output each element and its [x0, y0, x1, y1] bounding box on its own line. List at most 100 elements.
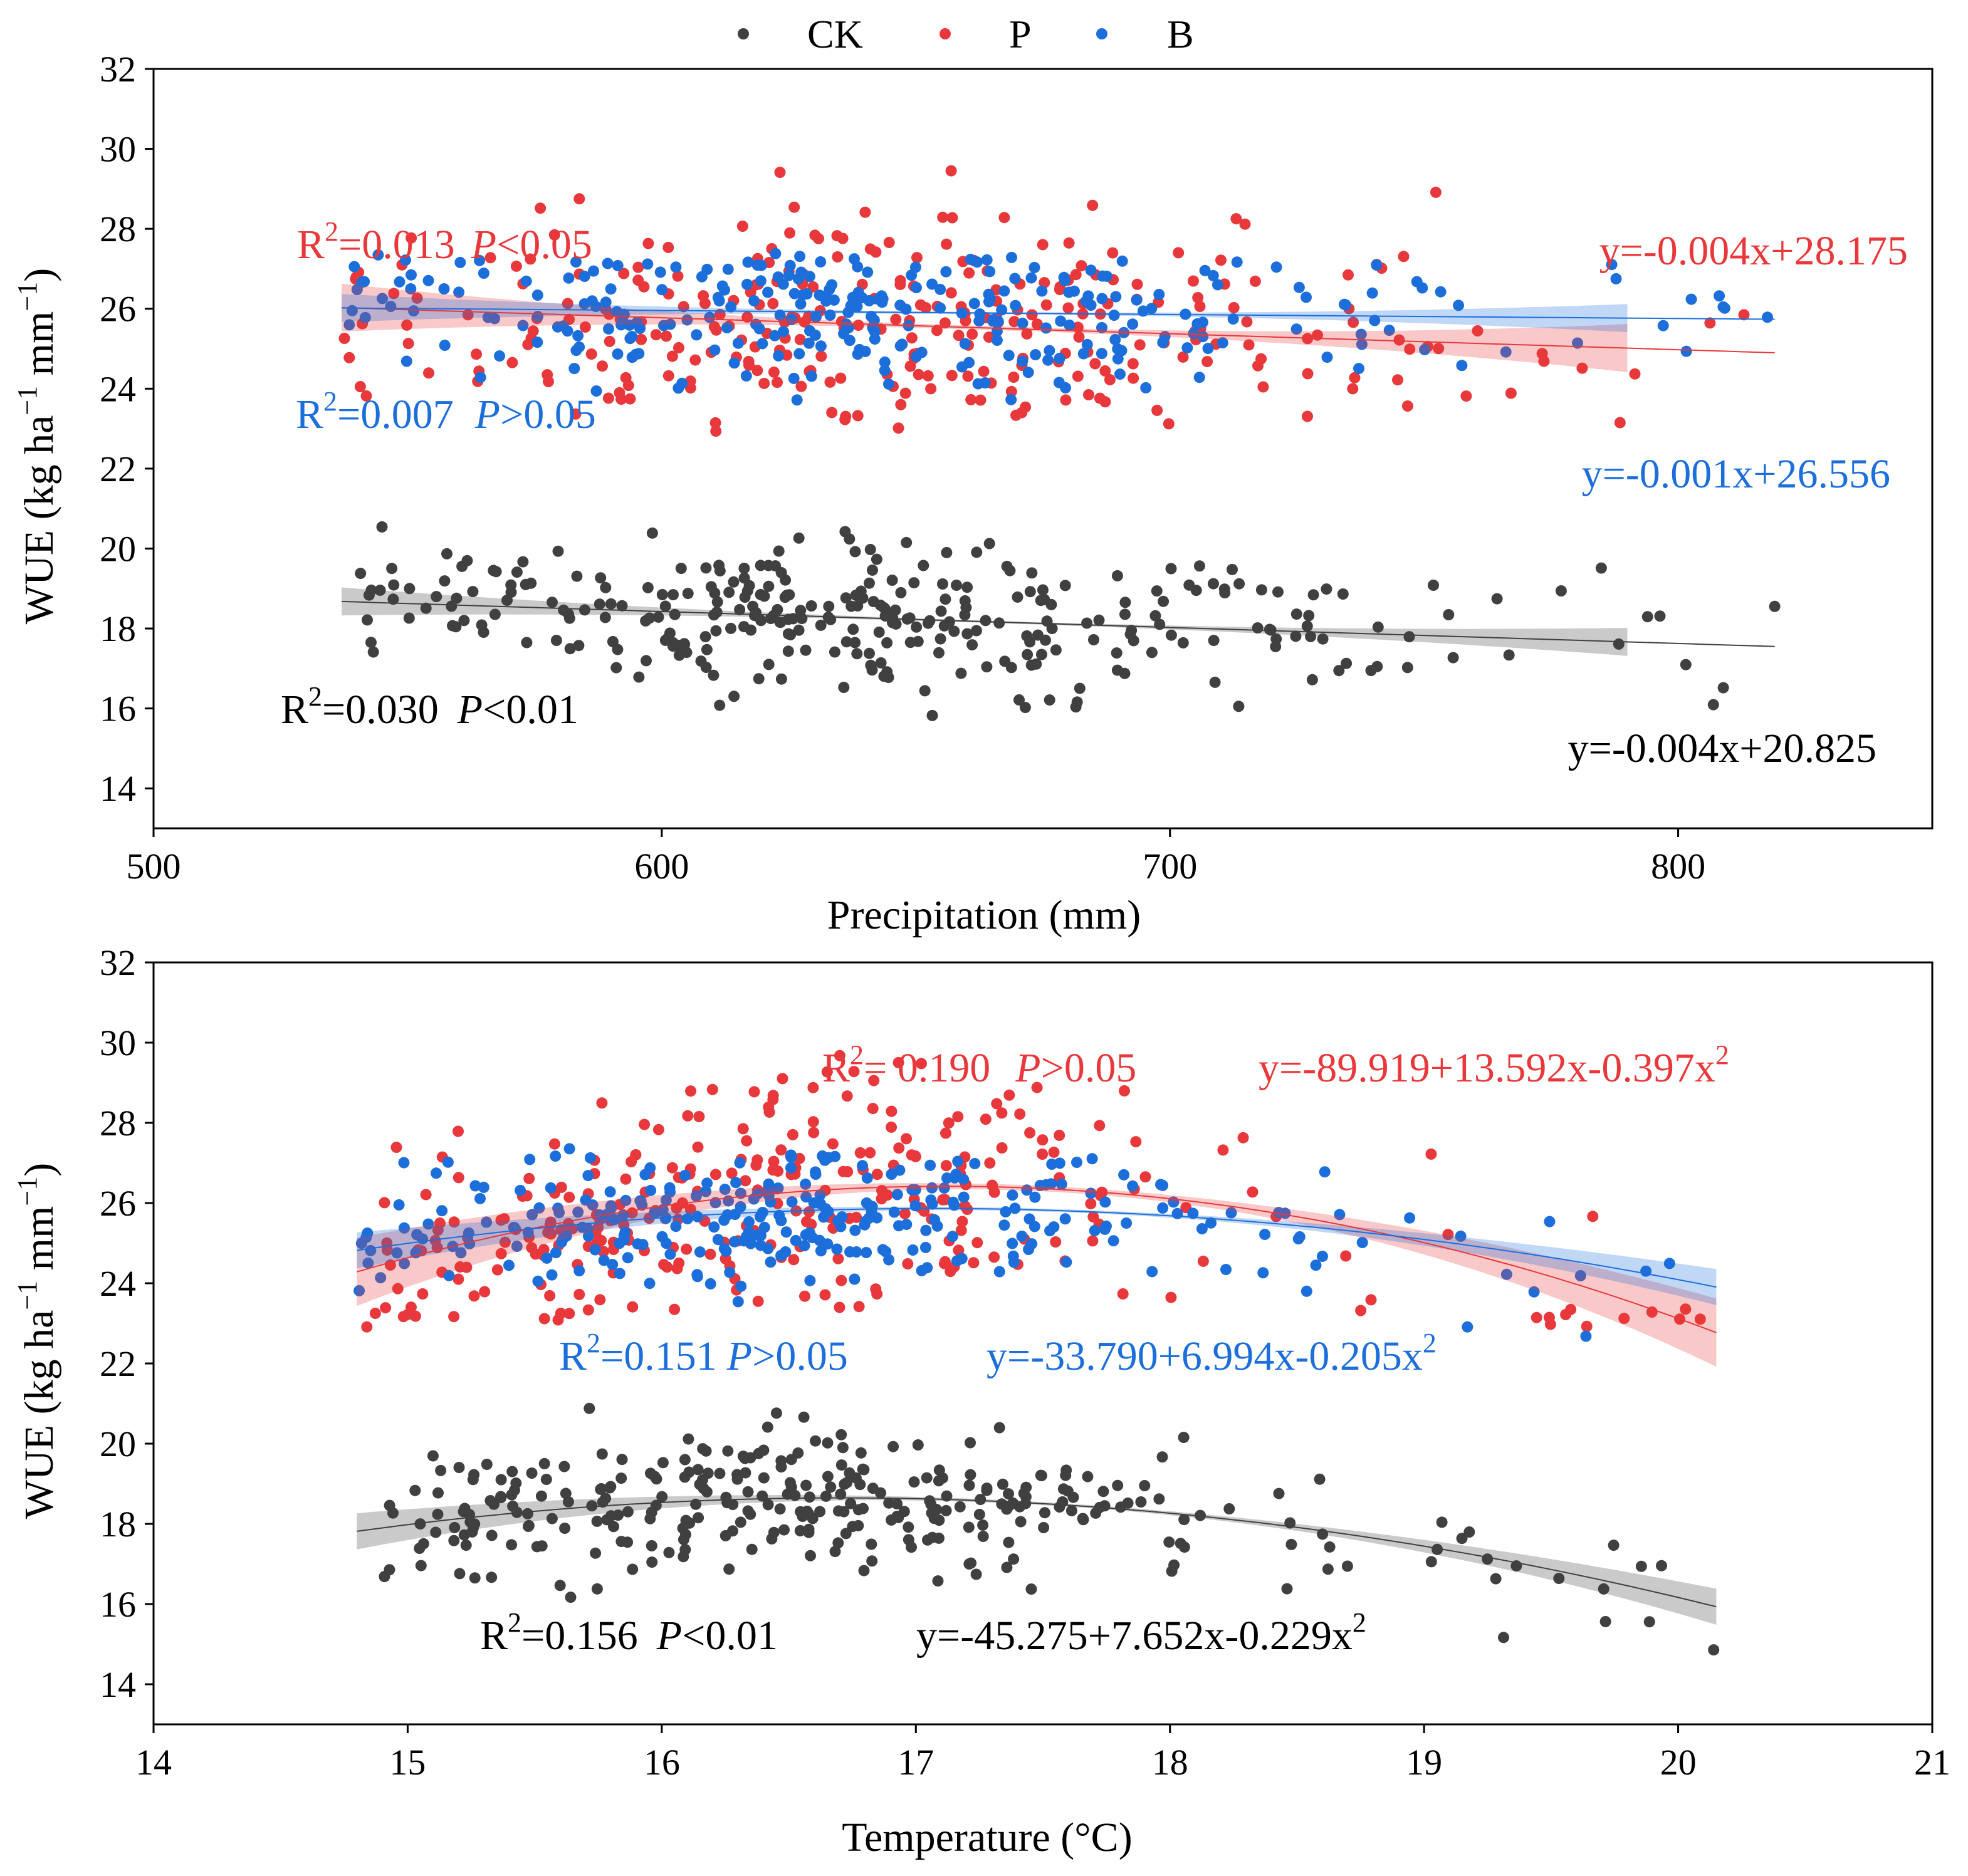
temperature-ck-point	[646, 1540, 657, 1551]
temperature-ck-point	[677, 1523, 689, 1534]
temperature-ck-point	[735, 1516, 746, 1528]
precipitation-ck-point	[441, 548, 453, 560]
temperature-b-point	[849, 1273, 861, 1285]
temperature-ck-point	[814, 1506, 826, 1518]
temperature-b-point	[1086, 1153, 1098, 1165]
temperature-ck-point	[940, 1504, 952, 1516]
precipitation-b-point	[422, 274, 434, 286]
temperature-p-point	[453, 1273, 464, 1285]
precipitation-p-point	[562, 298, 573, 310]
temperature-ck-point	[903, 1534, 914, 1546]
precipitation-b-point	[1096, 348, 1107, 360]
temperature-b-point	[755, 1239, 767, 1251]
precipitation-ck-point	[793, 624, 805, 636]
temperature-b-point	[1008, 1256, 1020, 1268]
precipitation-p-point	[965, 393, 977, 405]
precipitation-b-point	[586, 295, 598, 307]
precipitation-ck-point	[1025, 659, 1037, 671]
temperature-ck-point	[591, 1515, 603, 1527]
temperature-ck-point	[523, 1519, 535, 1531]
precipitation-b-point	[868, 315, 880, 326]
precipitation-ck-point	[714, 565, 726, 576]
temperature-b-point	[924, 1159, 936, 1171]
temperature-b-point	[941, 1172, 953, 1184]
precipitation-ck-point	[941, 546, 953, 558]
precipitation-ck-point	[1428, 580, 1439, 591]
temperature-p-point	[652, 1123, 664, 1135]
temperature-b-point	[803, 1227, 815, 1239]
temperature-p-point	[1085, 1198, 1097, 1209]
precipitation-ck-point	[376, 521, 388, 533]
precipitation-ck-point	[558, 604, 570, 616]
temperature-p-point	[420, 1189, 432, 1201]
temperature-b-point	[584, 1152, 596, 1164]
precipitation-p-point	[1008, 372, 1020, 383]
temperature-b-point	[751, 1188, 763, 1200]
temperature-p-point	[835, 1274, 847, 1286]
temperature-points	[353, 1050, 1720, 1656]
precipitation-ck-point	[1491, 593, 1503, 605]
temperature-p-point	[563, 1191, 575, 1203]
precipitation-ck-point	[839, 526, 851, 538]
temperature-p-point	[1217, 1144, 1229, 1156]
temperature-ck-point	[486, 1529, 498, 1541]
precipitation-b-point	[1131, 294, 1143, 306]
precipitation-ck-point	[875, 657, 887, 669]
precipitation-p-point	[1241, 316, 1253, 328]
precipitation-b-point	[940, 266, 952, 278]
precipitation-b-point	[478, 268, 489, 279]
precipitation-b-point	[959, 338, 971, 350]
temperature-b-point	[604, 1186, 616, 1198]
precipitation-b-point	[770, 248, 782, 259]
temperature-p-point	[671, 1202, 683, 1214]
precipitation-ck-point	[845, 600, 857, 612]
precipitation-p-point	[945, 165, 957, 177]
precipitation-p-point	[699, 298, 711, 310]
temperature-ck-point	[1643, 1616, 1655, 1628]
temperature-ck-point	[415, 1560, 427, 1571]
precipitation-p-point	[570, 408, 582, 420]
precipitation-b-point	[1606, 259, 1618, 271]
precipitation-b-point	[1199, 264, 1211, 276]
precipitation-p-point	[411, 292, 423, 304]
temperature-b-point	[786, 1196, 798, 1207]
precipitation-ck-point	[1070, 701, 1082, 713]
precipitation-b-point	[552, 321, 563, 333]
temperature-b-point	[701, 1177, 713, 1189]
precipitation-b-point	[1053, 377, 1065, 388]
precipitation-p-point	[758, 377, 770, 389]
precipitation-b-point	[1719, 302, 1730, 314]
precipitation-ck-point	[782, 645, 794, 657]
precipitation-b-point	[1054, 353, 1065, 364]
precipitation-b-point	[1017, 355, 1028, 367]
precipitation-b-point	[615, 319, 627, 331]
temperature-b-point	[832, 1215, 844, 1226]
temperature-b-point	[800, 1191, 812, 1203]
precipitation-p-fit-line	[341, 307, 1775, 353]
precipitation-ck-point	[701, 644, 713, 655]
precipitation-ck-point	[855, 585, 867, 597]
precipitation-b-point	[742, 256, 754, 268]
precipitation-b-point	[1340, 299, 1352, 311]
precipitation-b-point	[879, 365, 891, 377]
temperature-p-point	[945, 1266, 956, 1278]
temperature-b-point	[1101, 1220, 1112, 1232]
precipitation-ck-point	[673, 649, 685, 661]
precipitation-b-point	[1355, 328, 1367, 340]
precipitation-ck-point	[1321, 583, 1332, 595]
precipitation-ck-point	[1050, 644, 1062, 656]
precipitation-ck-point	[489, 608, 501, 620]
temperature-p-point	[984, 1157, 996, 1169]
temperature-ck-point	[622, 1536, 634, 1548]
precipitation-p-point	[1010, 409, 1022, 421]
precipitation-y-axis-title: WUE (kg ha−1 mm−1)	[12, 268, 62, 624]
precipitation-b-point	[573, 341, 585, 353]
precipitation-ck-point	[934, 633, 946, 645]
precipitation-ck-point	[1218, 583, 1230, 595]
temperature-p-point	[573, 1288, 585, 1300]
precipitation-b-point	[748, 295, 760, 306]
temperature-ck-point	[1281, 1583, 1293, 1595]
precipitation-p-p-value: <0.05	[496, 222, 592, 268]
temperature-ck-r2-annotation: R2=0.156 P<0.01	[480, 1607, 778, 1659]
temperature-ck-point	[965, 1437, 976, 1449]
